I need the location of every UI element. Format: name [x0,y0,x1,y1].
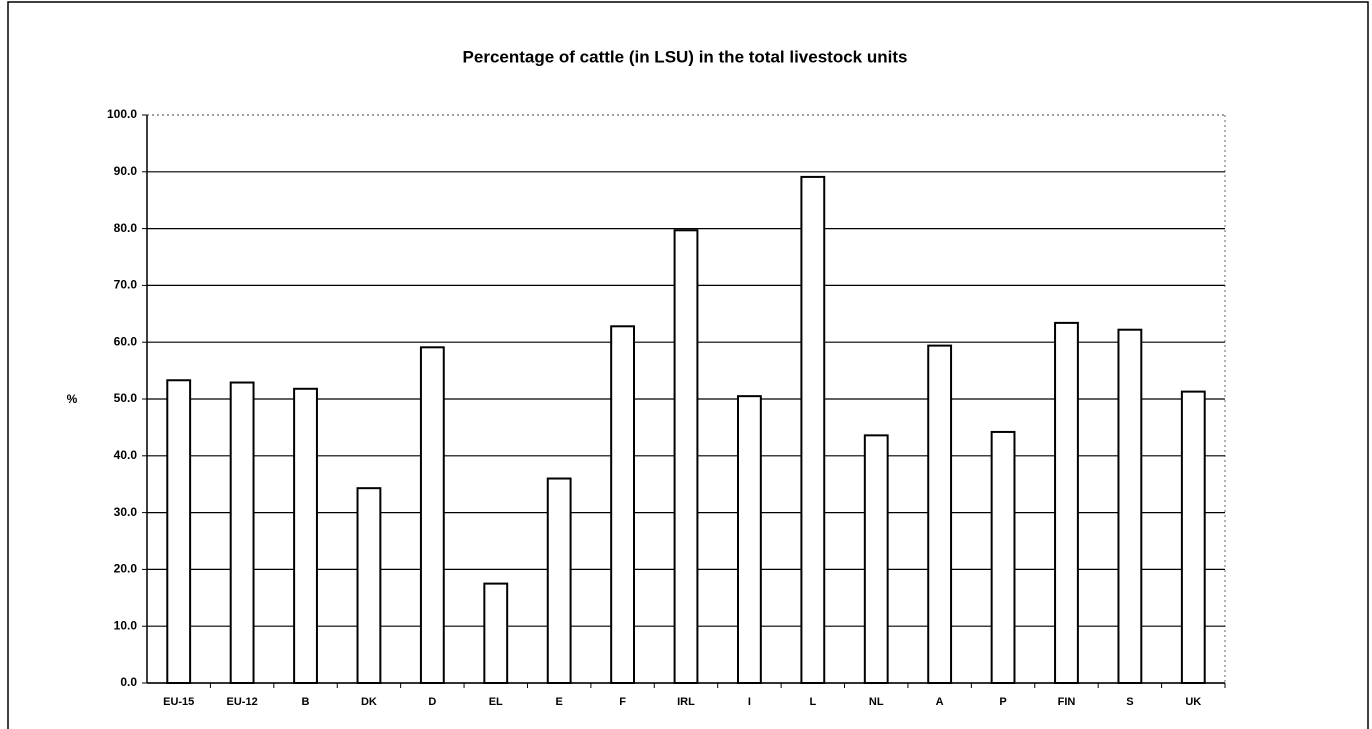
x-tick-label: P [999,696,1006,708]
bar [990,430,1016,684]
y-tick-label: 60.0 [114,334,138,348]
x-tick-label: B [302,696,310,708]
bar [229,381,255,684]
bar [863,434,889,684]
bar [610,325,636,684]
y-tick-label: 70.0 [114,278,138,292]
x-tick-label: EL [489,696,503,708]
y-tick-label: 0.0 [120,675,137,689]
x-tick-label: I [748,696,751,708]
x-tick-label: DK [361,696,377,708]
x-tick-label: FIN [1058,696,1076,708]
bar [293,387,318,684]
x-tick-label: NL [869,696,884,708]
y-tick-label: 80.0 [114,221,138,235]
x-tick-label: L [809,696,816,708]
y-tick-label: 40.0 [114,448,138,462]
bar [736,395,762,684]
bar [166,379,192,684]
y-tick-label: 100.0 [107,107,137,121]
bar [1117,328,1143,684]
bar [1180,390,1206,684]
bar [546,477,572,684]
x-tick-label: IRL [677,696,695,708]
frame [7,1,1369,729]
x-tick-label: A [936,696,944,708]
bar [419,346,445,684]
x-tick-label: D [428,696,436,708]
bar [800,175,826,685]
y-tick-label: 30.0 [114,505,138,519]
bar [1054,321,1079,684]
bar [927,344,953,684]
bar [673,229,699,685]
x-tick-label: EU-15 [163,696,194,708]
x-tick-label: S [1126,696,1133,708]
x-tick-label: EU-12 [227,696,258,708]
x-tick-label: F [619,696,626,708]
y-tick-label: 20.0 [114,562,138,576]
x-tick-label: UK [1185,696,1201,708]
chart-title: Percentage of cattle (in LSU) in the tot… [463,47,908,66]
y-tick-label: 10.0 [114,618,138,632]
y-axis-label: % [67,392,78,406]
bar [483,582,509,684]
y-tick-label: 50.0 [114,391,138,405]
bar [356,487,382,684]
y-tick-label: 90.0 [114,164,138,178]
x-tick-label: E [556,696,563,708]
